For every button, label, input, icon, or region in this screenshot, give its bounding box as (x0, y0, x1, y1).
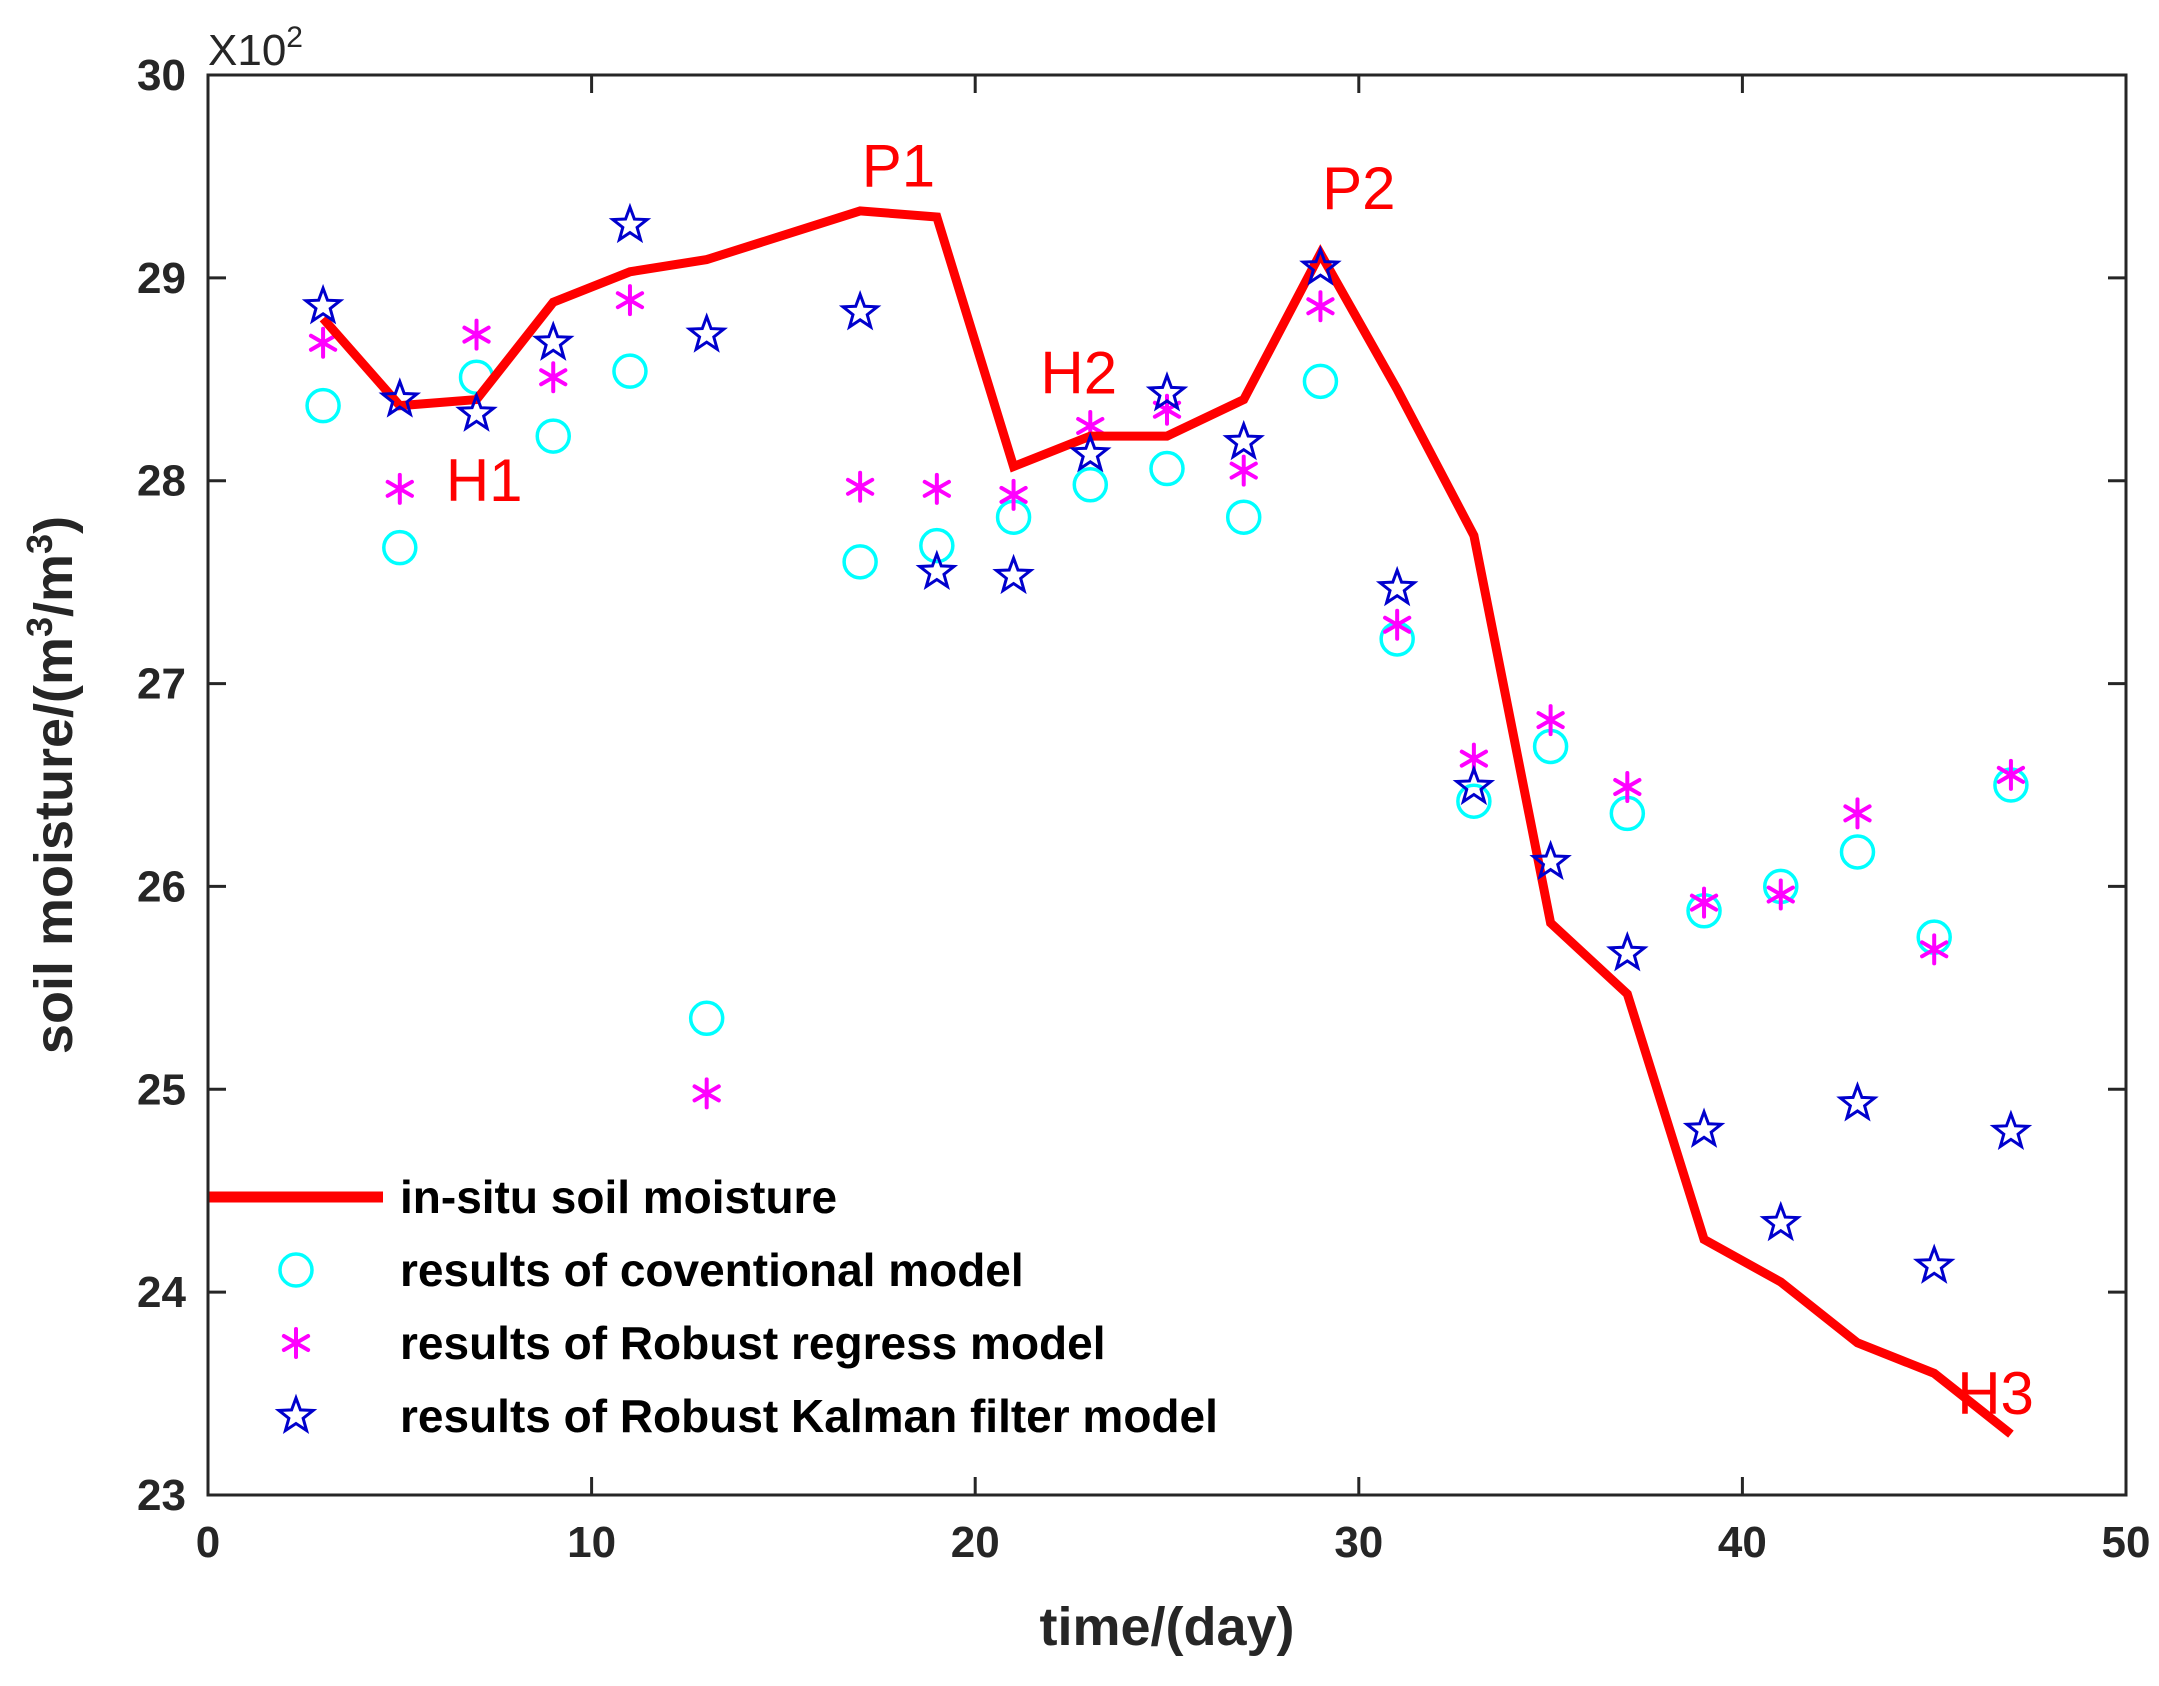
legend-marker-circle (278, 1252, 314, 1288)
data-point-star (1912, 1243, 1956, 1284)
series-star-points (301, 202, 2033, 1284)
data-point-star (1836, 1081, 1879, 1122)
data-point-star (992, 553, 1035, 595)
annotation-h2: H2 (1040, 339, 1117, 406)
y-axis-multiplier: X102 (208, 21, 303, 75)
data-point-star (1452, 764, 1496, 806)
plot-frame (206, 73, 2128, 1497)
data-point-star (1375, 565, 1419, 607)
legend-entry: in-situ soil moisture (208, 1171, 837, 1223)
axis-ticks: 0 10 20 30 40 50 23 24 25 26 27 28 29 30 (137, 51, 2150, 1567)
data-point-asterisk (385, 472, 414, 505)
data-point-asterisk (1306, 290, 1335, 323)
data-point-asterisk (1613, 771, 1642, 804)
series-line-in-situ (319, 206, 2014, 1438)
legend-marker-asterisk (281, 1327, 311, 1359)
data-point-star (1759, 1200, 1802, 1242)
data-point-asterisk (1229, 454, 1258, 487)
legend-marker-star (274, 1393, 318, 1435)
legend-label: results of Robust Kalman filter model (400, 1390, 1218, 1442)
data-point-circle (842, 544, 878, 580)
annotation-p1: P1 (862, 133, 935, 200)
data-point-asterisk (539, 361, 568, 394)
x-tick-label: 20 (951, 1518, 1000, 1567)
y-tick-label: 30 (137, 51, 186, 100)
data-point-star (378, 377, 422, 418)
data-point-star (532, 320, 575, 361)
series-layer (301, 202, 2033, 1438)
data-point-star (1529, 839, 1572, 881)
data-point-asterisk (1383, 608, 1412, 641)
y-multiplier-base: X10 (208, 26, 286, 75)
data-point-star (608, 202, 652, 244)
legend-entry: results of coventional model (278, 1244, 1024, 1296)
y-axis-label: soil moisture/(m3/m3) (19, 516, 85, 1054)
data-point-star (301, 283, 345, 325)
y-multiplier-exponent: 2 (286, 21, 303, 54)
data-point-asterisk (1843, 797, 1872, 830)
data-point-asterisk (1920, 933, 1949, 966)
legend-entry: results of Robust Kalman filter model (274, 1390, 1218, 1442)
y-tick-label: 27 (137, 660, 186, 709)
series-asterisk-points (308, 284, 2026, 1110)
data-point-circle (612, 353, 648, 389)
data-point-asterisk (1536, 704, 1565, 737)
data-point-asterisk (845, 470, 875, 503)
data-point-asterisk (1996, 758, 2026, 791)
y-tick-label: 26 (137, 862, 186, 911)
data-point-circle (1839, 834, 1876, 870)
data-point-star (915, 549, 959, 591)
x-tick-label: 0 (196, 1518, 220, 1567)
x-tick-label: 40 (1718, 1518, 1767, 1567)
legend-label: in-situ soil moisture (400, 1171, 837, 1223)
x-tick-label: 10 (567, 1518, 616, 1567)
data-point-star (1989, 1109, 2033, 1150)
data-point-circle (1072, 467, 1109, 503)
data-point-asterisk (922, 472, 951, 505)
data-point-star (1606, 931, 1649, 972)
data-point-circle (688, 1000, 725, 1037)
x-axis-label: time/(day) (1039, 1597, 1294, 1657)
data-point-star (1222, 419, 1265, 461)
legend-label: results of coventional model (400, 1244, 1024, 1296)
legend-label: results of Robust regress model (400, 1317, 1106, 1369)
data-point-star (1299, 245, 1342, 286)
annotation-layer: P1 P2 H1 H2 H3 (446, 133, 2034, 1427)
y-tick-label: 29 (137, 254, 186, 303)
data-point-circle (1302, 363, 1339, 400)
data-point-circle (1225, 499, 1262, 535)
data-point-star (1069, 432, 1112, 473)
data-point-asterisk (308, 326, 338, 359)
x-tick-label: 30 (1334, 1518, 1383, 1567)
data-point-asterisk (692, 1077, 721, 1110)
x-tick-label: 50 (2102, 1518, 2151, 1567)
data-point-asterisk (615, 284, 645, 317)
legend-entry: results of Robust regress model (281, 1317, 1106, 1369)
data-point-circle (1456, 783, 1492, 819)
data-point-asterisk (462, 318, 491, 351)
data-point-star (455, 391, 498, 432)
data-point-circle (919, 527, 955, 564)
y-tick-label: 28 (137, 457, 186, 506)
data-point-circle (305, 387, 341, 424)
data-point-asterisk (999, 478, 1028, 511)
y-tick-label: 23 (137, 1471, 186, 1520)
data-point-star (1682, 1107, 1726, 1148)
data-point-asterisk (1689, 886, 1719, 919)
data-point-asterisk (1766, 878, 1795, 911)
annotation-p2: P2 (1322, 155, 1395, 222)
plot-area (208, 75, 2126, 1495)
y-tick-label: 24 (137, 1268, 186, 1317)
data-point-circle (1149, 450, 1185, 487)
y-tick-label: 25 (137, 1065, 186, 1114)
data-point-circle (382, 529, 418, 566)
data-point-star (685, 312, 728, 353)
data-point-circle (535, 418, 571, 454)
annotation-h3: H3 (1957, 1360, 2034, 1427)
legend: in-situ soil moisture results of coventio… (208, 1171, 1218, 1442)
annotation-h1: H1 (446, 447, 523, 514)
data-point-star (838, 290, 882, 331)
data-point-star (1145, 371, 1189, 412)
